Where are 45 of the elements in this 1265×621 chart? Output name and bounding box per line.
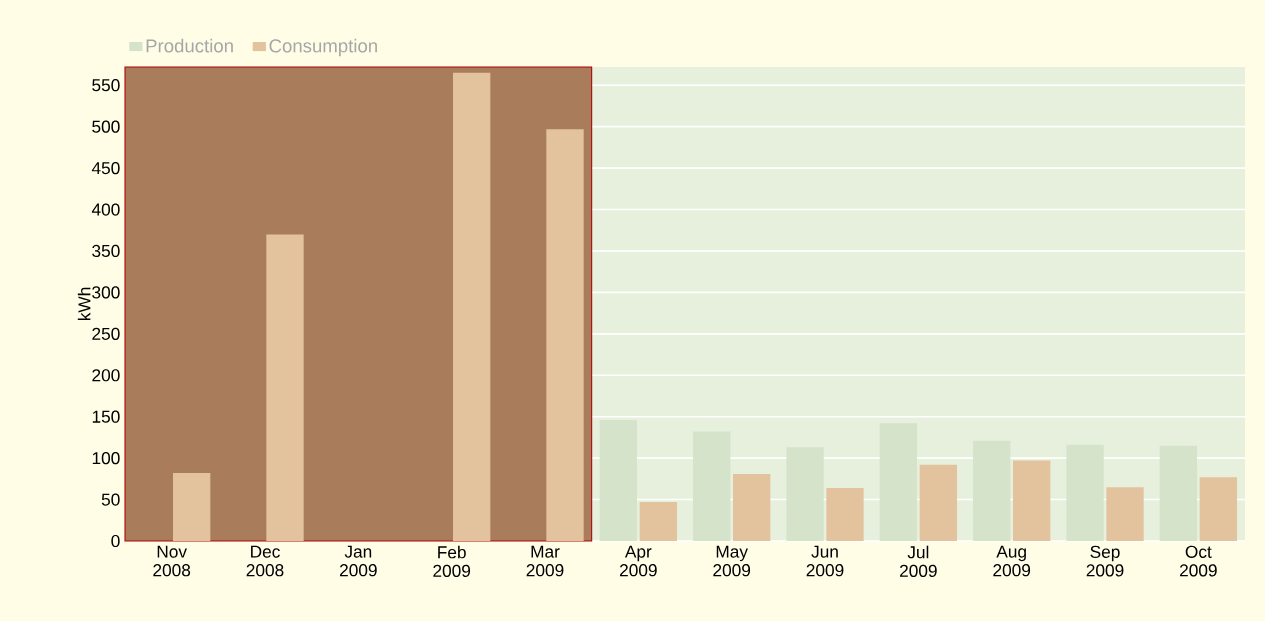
- x-tick-label: Aug 2009: [993, 545, 1031, 577]
- x-tick-label: Feb 2009: [433, 545, 471, 577]
- x-tick-label: Jun 2009: [806, 545, 844, 577]
- bar: [919, 464, 958, 541]
- legend-label: Production: [146, 38, 233, 53]
- y-tick-label: 50: [101, 493, 120, 506]
- bar: [1159, 445, 1198, 541]
- bar: [786, 447, 824, 541]
- x-tick-label: Sep 2009: [1086, 545, 1124, 577]
- y-tick-label: 400: [91, 203, 120, 216]
- y-tick-label: 300: [92, 286, 120, 299]
- y-tick-label: 100: [92, 452, 120, 465]
- y-tick-label: 200: [92, 369, 120, 382]
- y-axis-title: kWh: [77, 287, 91, 321]
- bar: [879, 423, 918, 541]
- bar: [973, 440, 1011, 541]
- legend-label: Consumption: [269, 38, 377, 57]
- x-tick-label: Apr 2009: [620, 545, 657, 577]
- y-tick-label: 250: [92, 327, 120, 340]
- bar: [639, 502, 678, 541]
- bar: [1013, 460, 1051, 541]
- bar: [546, 129, 584, 541]
- y-tick-label: 550: [92, 79, 120, 92]
- x-tick-label: Oct 2009: [1180, 545, 1217, 577]
- x-tick-label: Dec 2008: [246, 545, 284, 577]
- bar: [1199, 477, 1238, 541]
- x-tick-label: May 2009: [713, 545, 751, 577]
- x-tick-label: Jan 2009: [340, 545, 377, 577]
- x-tick-label: Nov 2008: [153, 545, 191, 577]
- bar: [693, 431, 731, 541]
- x-tick-label: Jul 2009: [900, 545, 937, 577]
- y-tick-label: 450: [91, 161, 120, 175]
- bar: [172, 473, 211, 541]
- bar: [826, 487, 864, 541]
- y-tick-label: 350: [92, 244, 120, 258]
- bar: [733, 473, 771, 541]
- x-tick-label: Mar 2009: [526, 545, 564, 577]
- bar: [1106, 487, 1144, 541]
- bar: [1066, 444, 1104, 541]
- bar: [599, 420, 638, 541]
- y-tick-label: 500: [92, 120, 120, 133]
- bar: [453, 72, 491, 541]
- y-tick-label: 0: [111, 534, 120, 548]
- y-tick-label: 150: [92, 410, 120, 423]
- bar: [266, 234, 304, 541]
